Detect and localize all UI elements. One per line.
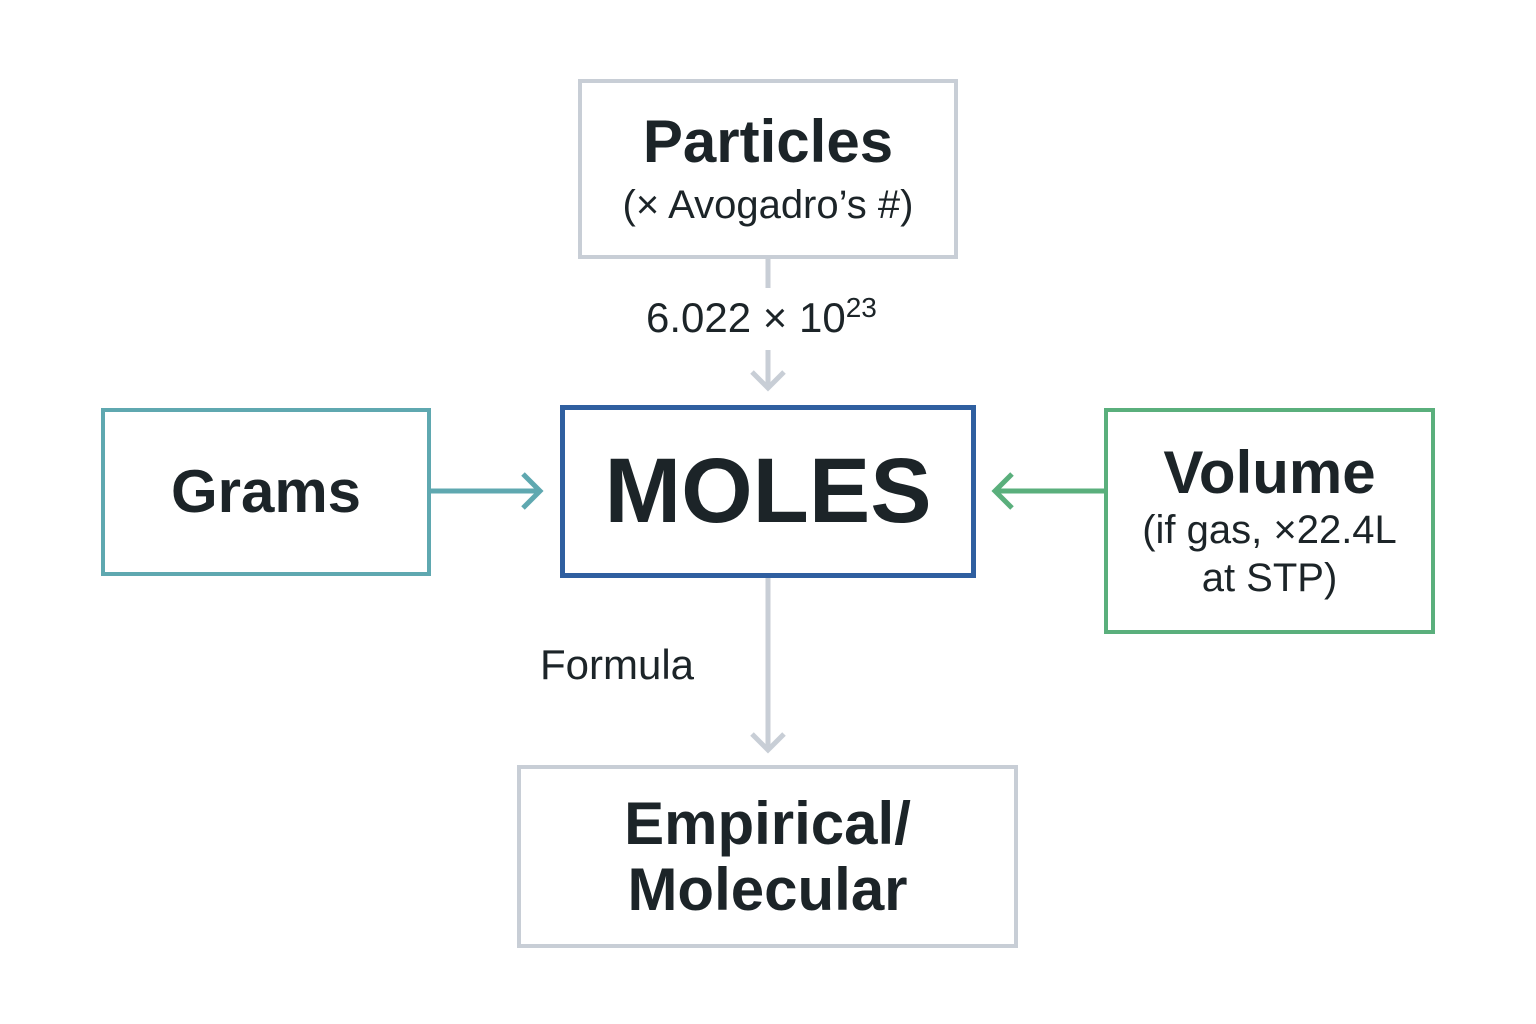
- empirical-title-line2: Molecular: [627, 855, 908, 923]
- arrow-grams-head: [521, 472, 544, 510]
- avogadro-exponent: 23: [845, 292, 877, 323]
- particles-subtitle: (× Avogadro’s #): [622, 183, 914, 227]
- volume-title: Volume: [1163, 439, 1376, 506]
- volume-subtitle-line2: at STP): [1201, 556, 1338, 600]
- avogadro-constant-label: 6.022 × 1023: [646, 292, 877, 342]
- avogadro-base: 6.022 × 10: [646, 294, 846, 341]
- node-empirical-molecular: Empirical/ Molecular: [517, 765, 1018, 948]
- volume-subtitle-line1: (if gas, ×22.4L: [1142, 508, 1397, 552]
- node-moles: MOLES: [560, 405, 976, 578]
- node-particles: Particles (× Avogadro’s #): [578, 79, 958, 259]
- arrow-formula-head: [750, 732, 786, 754]
- grams-title: Grams: [170, 458, 362, 525]
- node-volume: Volume (if gas, ×22.4L at STP): [1104, 408, 1435, 634]
- particles-title: Particles: [642, 108, 894, 175]
- moles-title: MOLES: [604, 439, 932, 542]
- empirical-title-line1: Empirical/: [624, 789, 911, 857]
- arrow-particles-head: [750, 370, 786, 392]
- node-grams: Grams: [101, 408, 431, 576]
- arrow-volume-head: [991, 472, 1014, 510]
- formula-edge-label: Formula: [540, 641, 695, 688]
